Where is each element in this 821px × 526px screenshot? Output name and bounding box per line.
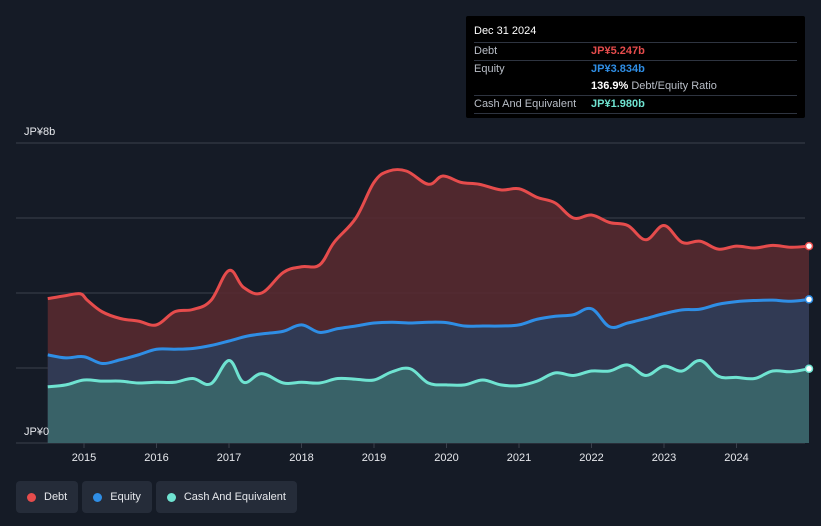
equity-end-marker <box>804 295 814 304</box>
tooltip-row-debt: Debt JP¥5.247b <box>474 43 797 61</box>
cash-line <box>47 358 810 389</box>
legend-dot-cash-icon <box>166 492 176 502</box>
x-tick-label: 2022 <box>579 452 603 464</box>
axis-ticks: 2015 2016 2017 2018 2019 2020 2021 2022 2023 2024… <box>24 126 749 464</box>
legend-item-debt[interactable]: Debt <box>16 481 79 513</box>
y-tick-label: JP¥0 <box>24 426 49 438</box>
x-tick-label: 2015 <box>72 452 96 464</box>
tooltip-panel: Dec 31 2024 Debt JP¥5.247b Equity JP¥3.8… <box>466 16 805 118</box>
x-tick-label: 2019 <box>362 452 386 464</box>
x-tick-label: 2023 <box>652 452 676 464</box>
tooltip-ratio-label: Debt/Equity Ratio <box>631 80 717 92</box>
cash-end-marker <box>804 364 814 373</box>
equity-line <box>47 297 810 366</box>
x-tick-label: 2020 <box>434 452 458 464</box>
legend-item-cash[interactable]: Cash And Equivalent <box>155 481 297 513</box>
tooltip-row-ratio: 136.9% Debt/Equity Ratio <box>474 78 797 96</box>
tooltip-debt-value: JP¥5.247b <box>591 45 645 57</box>
end-markers <box>804 241 814 373</box>
x-tick-label: 2021 <box>507 452 531 464</box>
debt-line <box>47 167 810 327</box>
cash-area <box>47 360 809 443</box>
tooltip-equity-label: Equity <box>474 63 505 75</box>
tooltip-row-equity: Equity JP¥3.834b <box>474 61 797 78</box>
tooltip-ratio-spacer <box>474 78 591 95</box>
x-tick-label: 2017 <box>217 452 241 464</box>
y-tick-label: JP¥8b <box>24 126 55 138</box>
legend-label-equity: Equity <box>110 491 141 503</box>
legend-dot-equity-icon <box>93 492 103 502</box>
legend-item-equity[interactable]: Equity <box>82 481 152 513</box>
tooltip-equity-value: JP¥3.834b <box>591 63 645 75</box>
x-tick-label: 2016 <box>144 452 168 464</box>
tooltip-ratio-value: 136.9% <box>591 80 629 92</box>
tooltip-row-cash: Cash And Equivalent JP¥1.980b <box>474 96 797 114</box>
series-lines <box>47 167 810 389</box>
tooltip-date: Dec 31 2024 <box>474 24 797 43</box>
series-areas <box>47 169 809 443</box>
x-tick-label: 2018 <box>289 452 313 464</box>
tooltip-cash-value: JP¥1.980b <box>591 98 645 110</box>
tooltip-cash-label: Cash And Equivalent <box>474 98 577 110</box>
debt-end-marker <box>804 241 814 251</box>
x-tick-label: 2024 <box>724 452 748 464</box>
chart-legend: Debt Equity Cash And Equivalent <box>16 481 297 513</box>
legend-dot-debt-icon <box>27 492 36 502</box>
legend-label-cash: Cash And Equivalent <box>183 491 286 503</box>
tooltip-debt-label: Debt <box>474 45 498 57</box>
legend-label-debt: Debt <box>44 491 68 503</box>
